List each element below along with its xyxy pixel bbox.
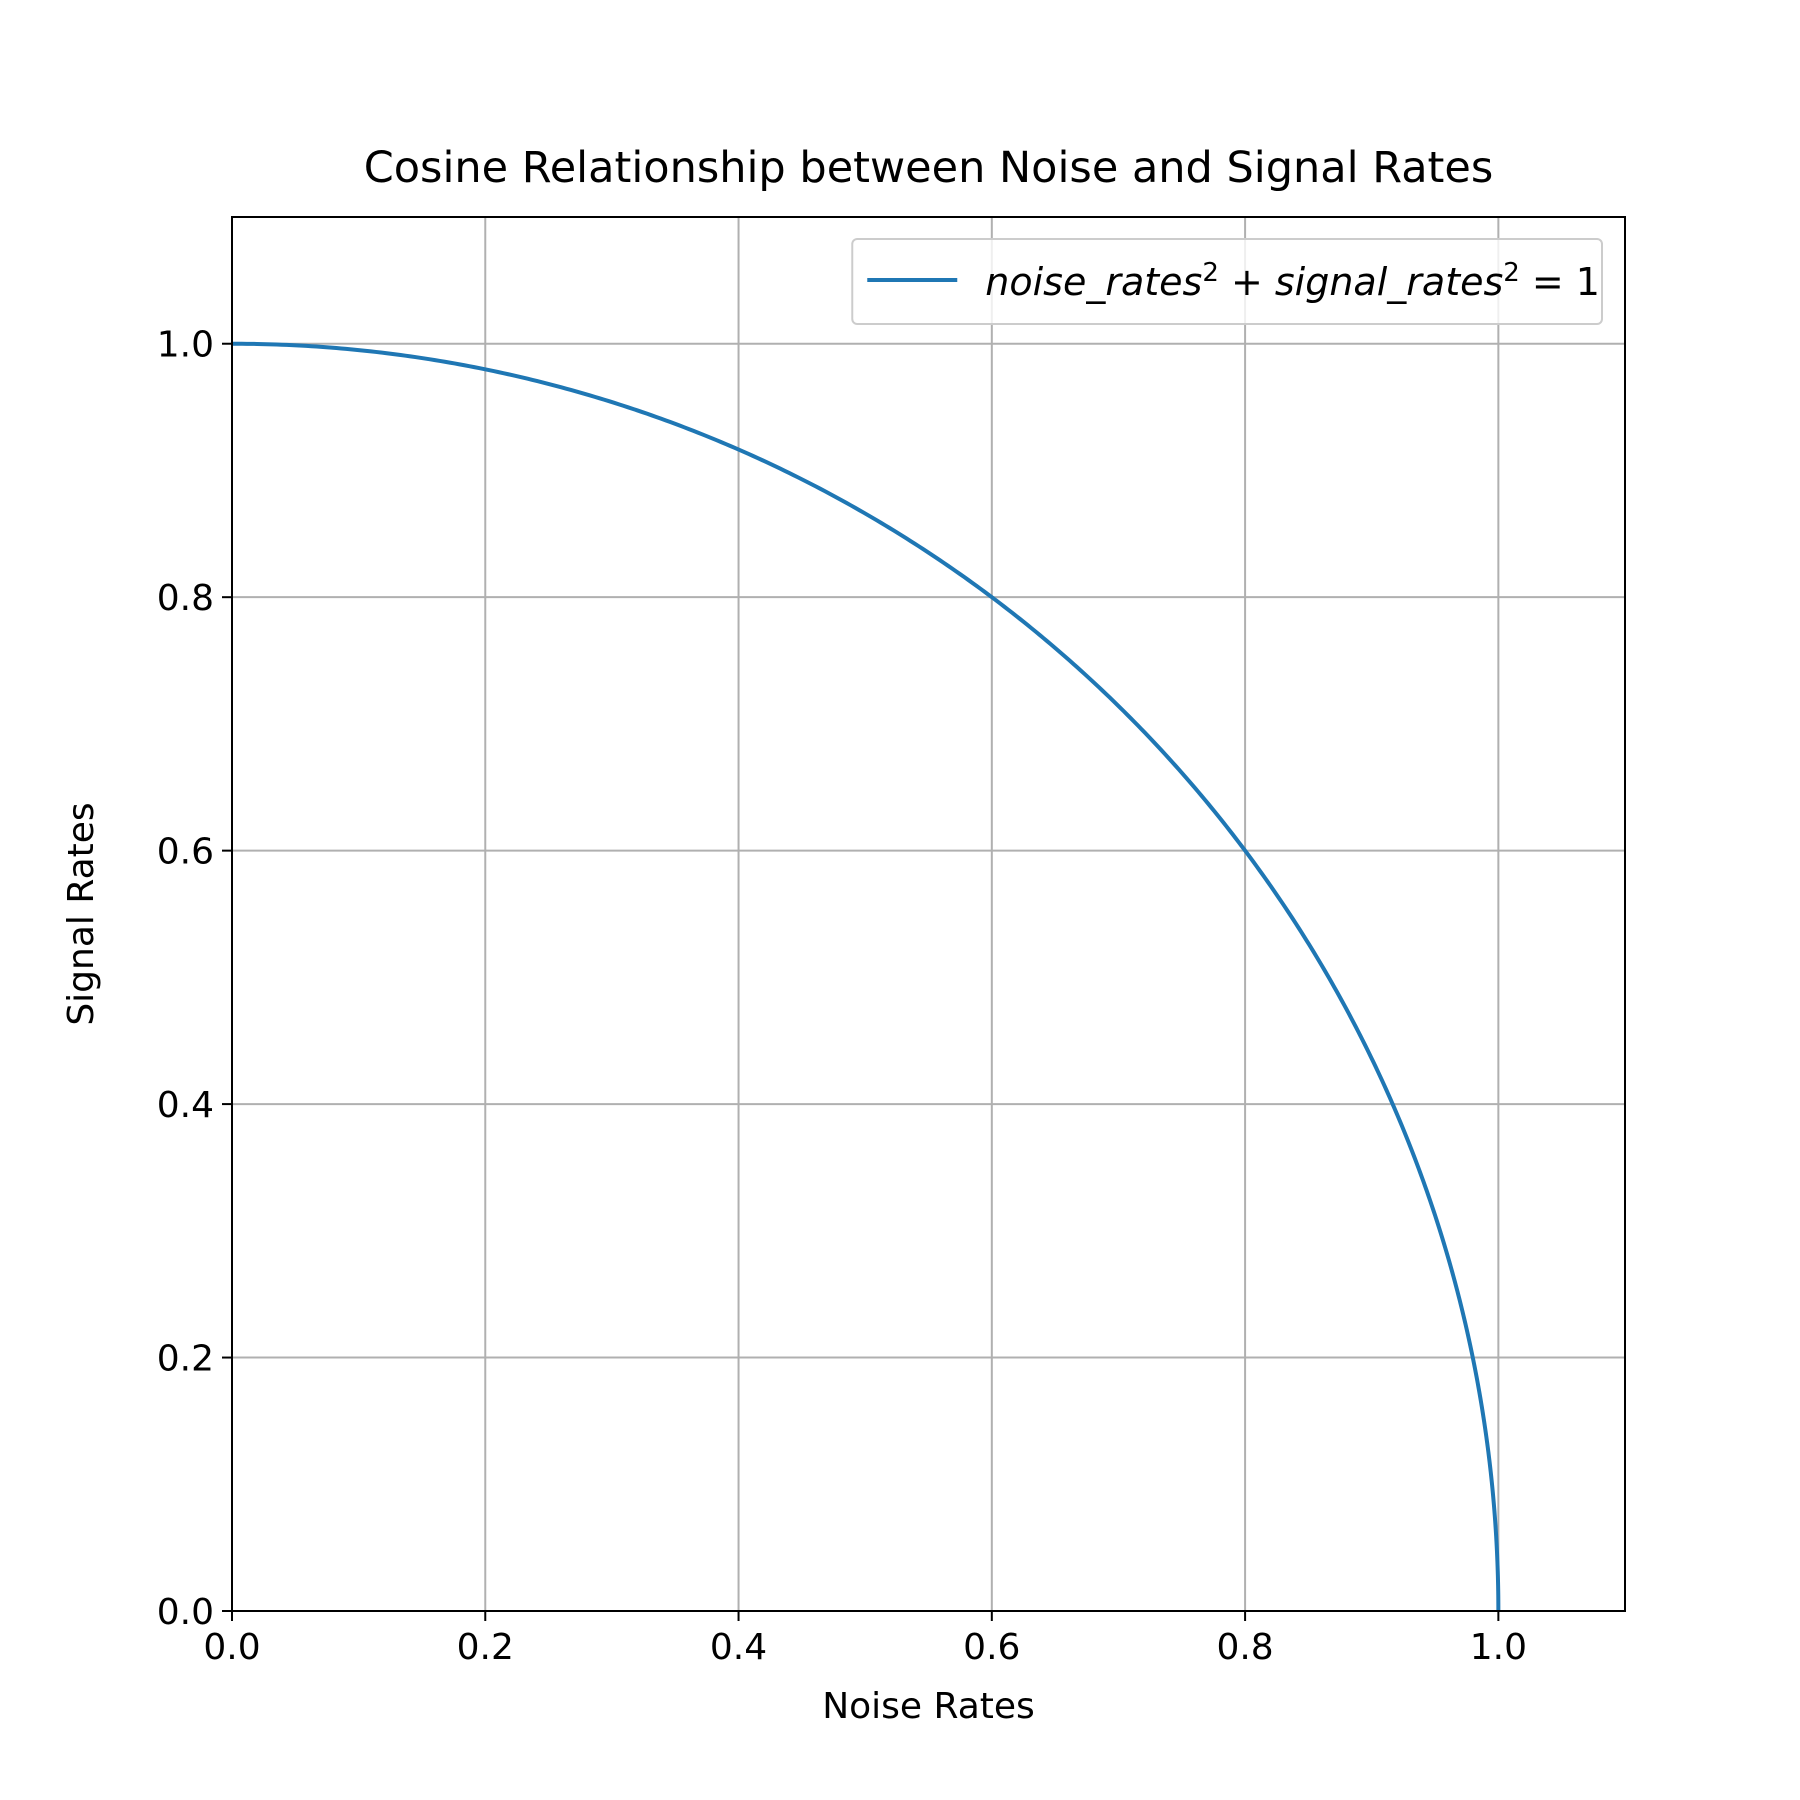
legend-label-part: + xyxy=(1219,260,1275,304)
x-tick-label: 0.4 xyxy=(710,1627,767,1668)
legend-label: noise_rates2 + signal_rates2 = 1 xyxy=(985,258,1600,304)
series-line xyxy=(231,341,1501,1612)
y-tick-label: 0.4 xyxy=(157,1085,214,1126)
ticks: 0.0 0.2 0.4 0.6 0.8 1.0 0.0 0.2 0.4 0.6 0.8 1.0 xyxy=(157,325,1527,1668)
legend: noise_rates2 + signal_rates2 = 1 xyxy=(851,238,1603,325)
axes-frame xyxy=(231,216,1626,1612)
y-tick-label: 0.2 xyxy=(157,1339,214,1380)
y-tick-label: 0.6 xyxy=(157,832,214,873)
legend-label-part: = 1 xyxy=(1520,260,1600,304)
x-tick-label: 1.0 xyxy=(1470,1627,1527,1668)
y-tick-label: 0.8 xyxy=(157,578,214,619)
y-tick-label: 1.0 xyxy=(157,325,214,366)
legend-box xyxy=(851,238,1603,325)
y-axis-label: Signal Rates xyxy=(61,802,102,1025)
legend-label-part: 2 xyxy=(1202,258,1219,288)
chart-title: Cosine Relationship between Noise and Si… xyxy=(364,143,1494,193)
legend-label-part: signal_rates xyxy=(1275,260,1503,304)
x-tick-label: 0.0 xyxy=(203,1627,260,1668)
x-tick-label: 0.6 xyxy=(963,1627,1020,1668)
x-axis-label: Noise Rates xyxy=(822,1686,1035,1727)
x-tick-label: 0.8 xyxy=(1216,1627,1273,1668)
x-tick-label: 0.2 xyxy=(457,1627,514,1668)
y-tick-label: 0.0 xyxy=(157,1592,214,1633)
legend-label-part: 2 xyxy=(1503,258,1520,288)
legend-label-part: noise_rates xyxy=(985,260,1202,304)
series-layer xyxy=(231,341,1501,1612)
